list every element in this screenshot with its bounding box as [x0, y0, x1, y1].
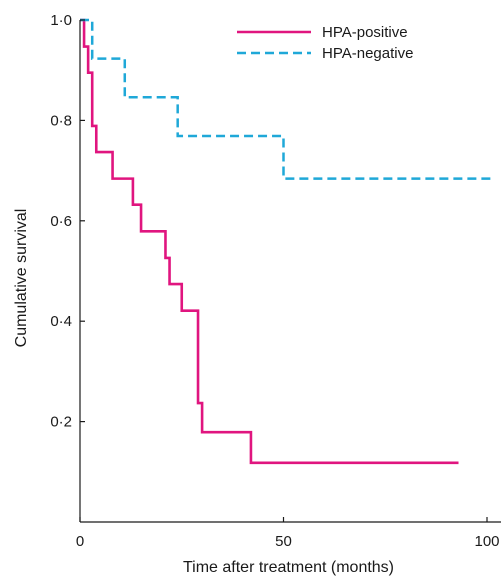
y-axis-label: Cumulative survival: [13, 209, 30, 348]
plot-lines: [80, 18, 496, 465]
y-tick-label: 0·4: [50, 313, 72, 330]
y-tick-label: 0·2: [50, 414, 72, 431]
x-tick-label: 0: [76, 533, 84, 550]
legend-label: HPA-negative: [322, 45, 413, 62]
x-tick-label: 100: [474, 533, 499, 550]
y-tick-label: 0·6: [50, 213, 72, 230]
x-axis-label: Time after treatment (months): [183, 559, 394, 576]
x-ticks: 0 50 100: [76, 517, 500, 550]
legend: HPA-positive HPA-negative: [237, 24, 413, 62]
legend-label: HPA-positive: [322, 24, 408, 41]
y-tick-label: 0·8: [50, 112, 72, 129]
survival-curve-hpa-negative: [80, 18, 496, 180]
y-ticks: 0·2 0·4 0·6 0·8 1·0: [50, 12, 85, 431]
y-tick-label: 1·0: [50, 12, 72, 29]
survival-curve-hpa-positive: [80, 18, 459, 465]
x-tick-label: 50: [275, 533, 292, 550]
